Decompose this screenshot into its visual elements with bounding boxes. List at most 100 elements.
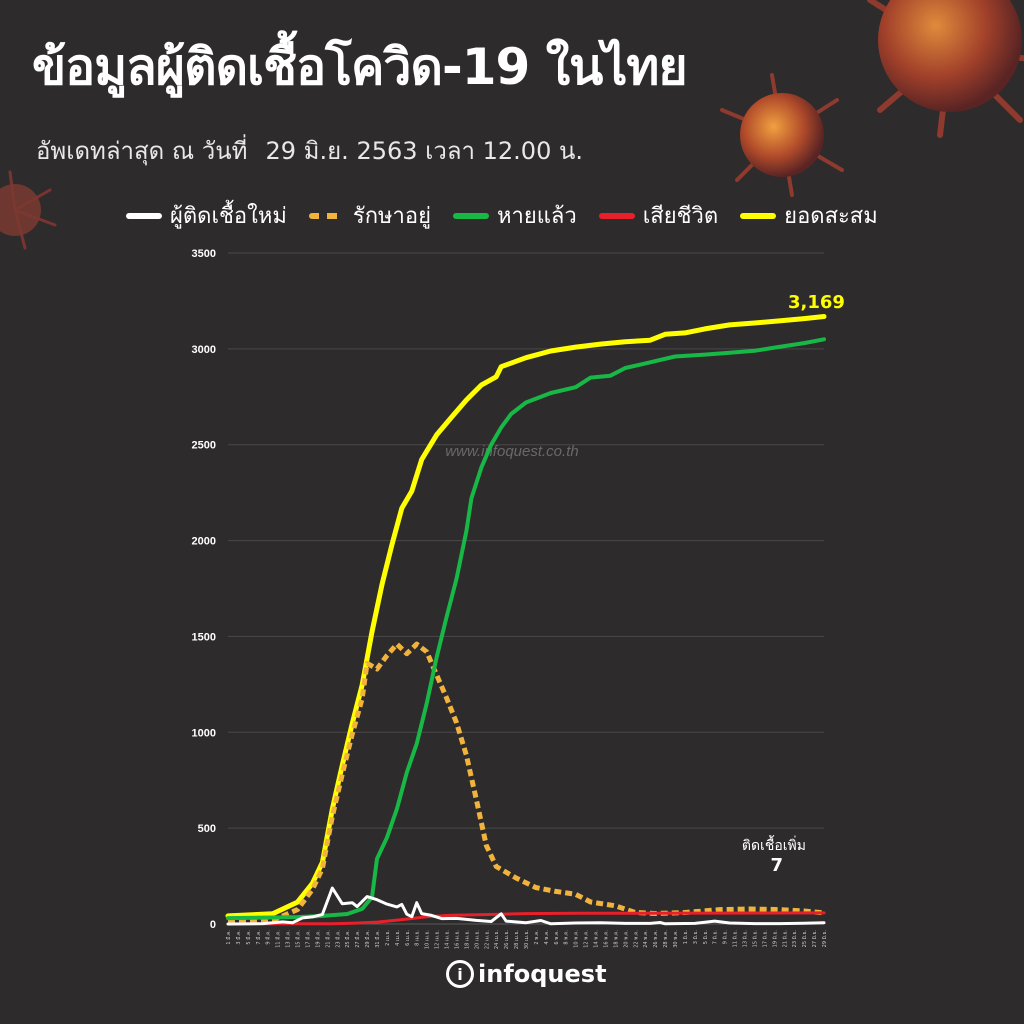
y-tick-label: 0 — [210, 919, 216, 931]
x-tick-label: 31 มี.ค. — [374, 930, 381, 948]
virus-illustration-middle — [720, 73, 844, 197]
x-tick-label: 13 มิ.ย. — [742, 930, 749, 948]
y-tick-label: 3500 — [192, 248, 216, 260]
virus-illustration-left — [0, 170, 57, 250]
legend-item-recovered: หายแล้ว — [452, 198, 577, 233]
legend-item-new-cases: ผู้ติดเชื้อใหม่ — [126, 198, 287, 233]
series-line — [226, 911, 826, 926]
x-tick-label: 14 พ.ค. — [594, 930, 600, 948]
x-tick-label: 20 พ.ค. — [623, 930, 629, 948]
x-tick-label: 6 เม.ย. — [405, 930, 411, 946]
x-tick-label: 28 พ.ค. — [663, 930, 669, 948]
total-value-label: 3,169 — [788, 292, 845, 313]
y-tick-label: 2000 — [192, 536, 216, 548]
x-tick-label: 8 เม.ย. — [415, 930, 421, 946]
chart-legend: ผู้ติดเชื้อใหม่ รักษาอยู่ หายแล้ว เสียชี… — [126, 198, 878, 233]
x-tick-label: 3 มิ.ย. — [692, 930, 699, 945]
legend-label: หายแล้ว — [496, 204, 577, 229]
x-tick-label: 5 มิ.ย. — [702, 930, 709, 945]
x-tick-label: 19 มิ.ย. — [771, 930, 778, 948]
legend-item-hospitalized: รักษาอยู่ — [308, 198, 431, 233]
x-tick-label: 22 เม.ย. — [484, 930, 490, 949]
legend-label: รักษาอยู่ — [352, 204, 431, 229]
x-tick-label: 24 พ.ค. — [643, 930, 649, 948]
x-tick-label: 3 มี.ค. — [235, 930, 242, 945]
series-lines — [225, 314, 827, 926]
logo-text: infoquest — [478, 960, 607, 988]
update-label: อัพเดทล่าสุด ณ วันที่ — [36, 137, 248, 165]
x-tick-label: 16 พ.ค. — [603, 930, 609, 948]
i-circle-logo-icon: i — [446, 960, 474, 988]
x-tick-label: 2 พ.ค. — [534, 930, 540, 945]
x-tick-label: 9 มิ.ย. — [722, 930, 729, 945]
x-tick-label: 17 มี.ค. — [304, 930, 311, 948]
y-tick-label: 1000 — [192, 727, 216, 739]
x-tick-label: 5 มี.ค. — [245, 930, 252, 945]
x-tick-label: 25 มิ.ย. — [801, 930, 808, 948]
legend-label: ยอดสะสม — [784, 204, 878, 229]
x-tick-label: 13 มี.ค. — [285, 930, 292, 948]
infoquest-logo: i infoquest — [446, 960, 607, 988]
x-tick-label: 25 มี.ค. — [344, 930, 351, 948]
y-tick-label: 2500 — [192, 440, 216, 452]
y-axis-ticks: 0 500 1000 1500 2000 2500 3000 3500 — [192, 248, 216, 931]
new-cases-label: ติดเชื้อเพิ่ม — [742, 835, 806, 854]
x-tick-label: 10 พ.ค. — [574, 930, 580, 948]
x-axis-ticks: 1 มี.ค. 3 มี.ค. 5 มี.ค. 7 มี.ค. 9 มี.ค. 11 มี… — [225, 930, 828, 949]
x-tick-label: 12 พ.ค. — [584, 930, 590, 948]
legend-item-cumulative: ยอดสะสม — [740, 198, 878, 233]
x-tick-label: 29 มิ.ย. — [821, 930, 828, 948]
x-tick-label: 19 มี.ค. — [314, 930, 321, 948]
legend-item-deaths: เสียชีวิต — [598, 198, 719, 233]
legend-swatch-recovered — [452, 212, 489, 219]
x-tick-label: 29 มี.ค. — [364, 930, 371, 948]
x-tick-label: 17 มิ.ย. — [761, 930, 768, 948]
x-tick-label: 24 เม.ย. — [494, 930, 500, 949]
legend-label: เสียชีวิต — [642, 204, 719, 229]
series-line — [225, 314, 827, 919]
new-cases-value: 7 — [770, 855, 783, 876]
y-tick-label: 500 — [198, 823, 216, 835]
legend-swatch-cumulative — [740, 212, 777, 219]
x-tick-label: 12 เม.ย. — [435, 930, 441, 949]
x-tick-label: 9 มี.ค. — [265, 930, 272, 945]
x-tick-label: 6 พ.ค. — [554, 930, 560, 945]
x-tick-label: 1 มี.ค. — [225, 930, 232, 945]
legend-swatch-new-cases — [126, 212, 162, 219]
legend-swatch-hospitalized — [308, 212, 345, 219]
x-tick-label: 4 พ.ค. — [544, 930, 550, 945]
page-title: ข้อมูลผู้ติดเชื้อโควิด-19 ในไทย — [32, 38, 688, 96]
series-line — [226, 886, 826, 926]
x-tick-label: 10 เม.ย. — [425, 930, 431, 949]
x-tick-label: 21 มี.ค. — [324, 930, 331, 948]
x-tick-label: 20 เม.ย. — [474, 930, 480, 949]
virus-illustration-top-right — [867, 0, 1024, 138]
x-tick-label: 1 มิ.ย. — [682, 930, 689, 945]
x-tick-label: 23 มิ.ย. — [791, 930, 798, 948]
x-tick-label: 26 เม.ย. — [504, 930, 510, 949]
legend-label: ผู้ติดเชื้อใหม่ — [170, 204, 287, 229]
x-tick-label: 28 เม.ย. — [514, 930, 520, 949]
x-tick-label: 14 เม.ย. — [445, 930, 451, 949]
x-tick-label: 30 เม.ย. — [524, 930, 530, 949]
y-tick-label: 1500 — [192, 631, 216, 643]
x-tick-label: 26 พ.ค. — [653, 930, 659, 948]
x-tick-label: 18 เม.ย. — [464, 930, 470, 949]
series-line — [227, 641, 825, 925]
x-tick-label: 4 เม.ย. — [395, 930, 401, 946]
x-tick-label: 11 มิ.ย. — [732, 930, 739, 948]
x-tick-label: 8 พ.ค. — [564, 930, 570, 945]
y-tick-label: 3000 — [192, 344, 216, 356]
x-tick-label: 27 มี.ค. — [354, 930, 361, 948]
x-tick-label: 11 มี.ค. — [275, 930, 282, 948]
x-tick-label: 7 มิ.ย. — [712, 930, 719, 945]
x-tick-label: 16 เม.ย. — [454, 930, 460, 949]
x-tick-label: 23 มี.ค. — [334, 930, 341, 948]
x-tick-label: 22 พ.ค. — [633, 930, 639, 948]
x-tick-label: 7 มี.ค. — [255, 930, 262, 945]
x-tick-label: 21 มิ.ย. — [781, 930, 788, 948]
gridlines — [228, 252, 824, 925]
update-value: 29 มิ.ย. 2563 เวลา 12.00 น. — [265, 137, 584, 165]
series-line — [226, 337, 826, 921]
